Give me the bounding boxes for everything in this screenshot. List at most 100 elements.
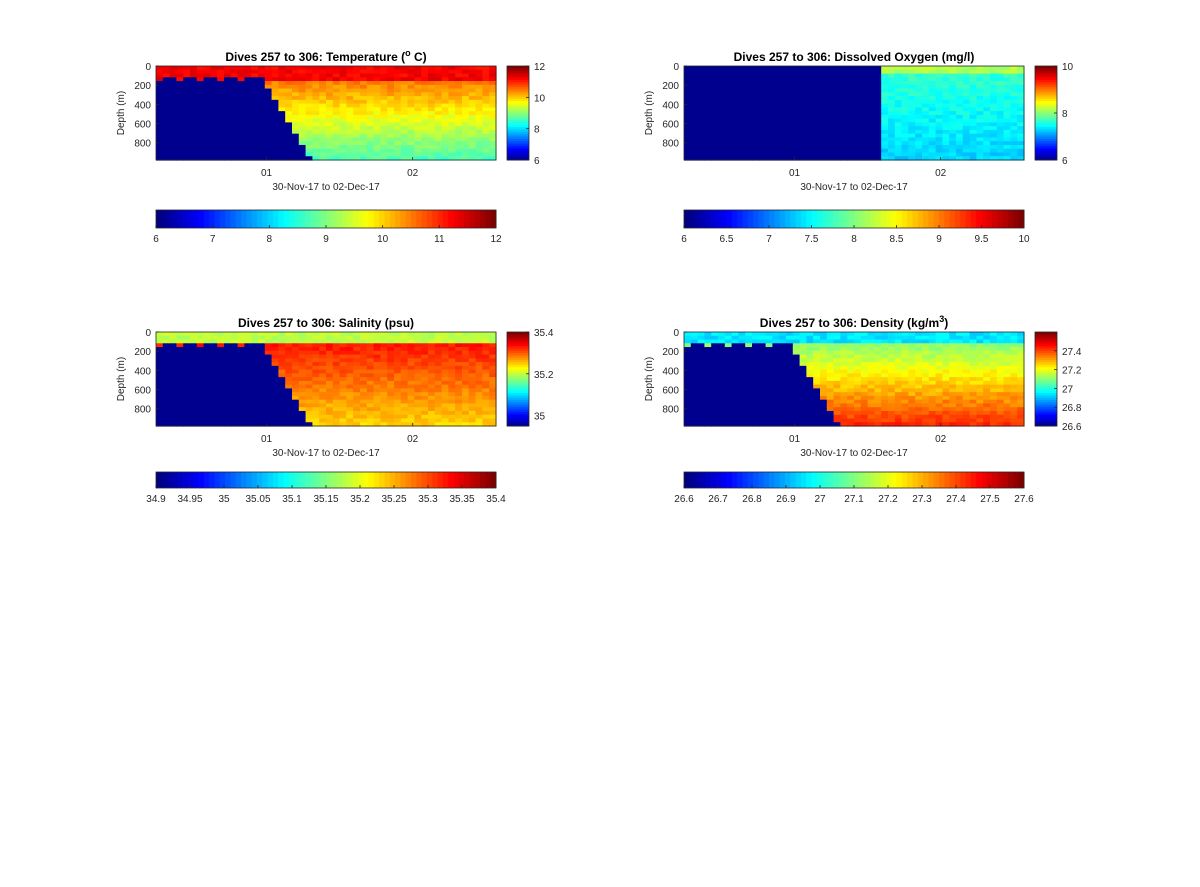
heatmap-cell — [400, 122, 409, 127]
heatmap-cell — [339, 418, 347, 423]
heatmap-cell — [224, 392, 232, 397]
heatmap-cell — [380, 129, 388, 135]
heatmap-cell — [298, 107, 307, 112]
heatmap-cell — [319, 81, 327, 86]
heatmap-cell — [833, 335, 841, 341]
heatmap-cell — [772, 114, 780, 120]
heatmap-cell — [806, 152, 814, 157]
heatmap-cell — [881, 358, 889, 363]
heatmap-cell — [779, 373, 787, 378]
heatmap-cell — [312, 152, 320, 157]
heatmap-cell — [462, 362, 470, 367]
heatmap-cell — [860, 407, 869, 412]
heatmap-cell — [319, 358, 327, 363]
heatmap-cell — [860, 99, 869, 105]
heatmap-cell — [251, 122, 259, 127]
heatmap-cell — [434, 347, 443, 352]
heatmap-cell — [826, 399, 835, 405]
heatmap-cell — [224, 350, 232, 356]
heatmap-cell — [813, 66, 821, 71]
heatmap-cell — [874, 343, 882, 348]
heatmap-cell — [387, 414, 395, 420]
heatmap-cell — [237, 335, 245, 341]
heatmap-cell — [203, 335, 211, 341]
heatmap-cell — [162, 365, 171, 371]
heatmap-cell — [373, 418, 381, 423]
heatmap-cell — [339, 388, 347, 393]
heatmap-cell — [704, 77, 712, 82]
heatmap-cell — [758, 392, 767, 397]
heatmap-cell — [176, 103, 184, 108]
heatmap-cell — [475, 377, 483, 382]
heatmap-cell — [332, 81, 341, 86]
heatmap-cell — [745, 66, 753, 71]
heatmap-cell — [942, 118, 950, 123]
heatmap-cell — [305, 343, 313, 348]
heatmap-cell — [847, 410, 855, 416]
heatmap-cell — [915, 118, 923, 123]
heatmap-cell — [840, 69, 848, 75]
heatmap-cell — [752, 69, 760, 75]
heatmap-cell — [738, 118, 746, 123]
heatmap-cell — [319, 347, 327, 352]
heatmap-cell — [874, 339, 882, 344]
heatmap-cell — [462, 99, 470, 105]
heatmap-cell — [990, 137, 998, 142]
heatmap-cell — [414, 362, 422, 367]
heatmap-cell — [738, 107, 746, 112]
heatmap-cell — [860, 384, 869, 389]
heatmap-cell — [745, 118, 753, 123]
heatmap-cell — [935, 96, 943, 101]
heatmap-cell — [346, 365, 354, 371]
heatmap-cell — [407, 148, 415, 154]
heatmap-cell — [217, 96, 225, 101]
heatmap-cell — [455, 122, 463, 127]
heatmap-cell — [441, 73, 449, 78]
heatmap-cell — [387, 392, 395, 397]
heatmap-cell — [956, 92, 964, 97]
heatmap-cell — [475, 81, 483, 86]
heatmap-cell — [230, 77, 239, 82]
heatmap-cell — [908, 77, 916, 82]
bottom-colorbar-segment — [241, 472, 247, 488]
bottom-colorbar-segment — [699, 210, 706, 228]
heatmap-cell — [428, 111, 436, 116]
heatmap-cell — [441, 69, 449, 75]
heatmap-cell — [704, 350, 712, 356]
heatmap-cell — [833, 129, 841, 135]
heatmap-cell — [894, 152, 903, 157]
heatmap-cell — [156, 335, 164, 341]
heatmap-cell — [190, 369, 198, 374]
heatmap-cell — [724, 377, 733, 382]
heatmap-cell — [690, 362, 699, 367]
heatmap-cell — [434, 418, 443, 423]
heatmap-cell — [251, 141, 259, 146]
side-colorbar-label: 12 — [534, 62, 546, 73]
heatmap-cell — [908, 92, 916, 97]
heatmap-cell — [792, 103, 801, 108]
heatmap-cell — [169, 114, 177, 120]
y-tick-label: 200 — [662, 81, 679, 92]
heatmap-cell — [690, 69, 699, 75]
heatmap-cell — [731, 384, 739, 389]
heatmap-cell — [271, 122, 279, 127]
heatmap-cell — [1003, 122, 1011, 127]
heatmap-cell — [360, 69, 368, 75]
heatmap-cell — [230, 66, 239, 71]
heatmap-cell — [799, 73, 807, 78]
bottom-colorbar-segment — [379, 472, 385, 488]
heatmap-cell — [704, 358, 712, 363]
heatmap-cell — [697, 73, 705, 78]
bottom-colorbar-segment — [689, 210, 696, 228]
heatmap-cell — [901, 118, 909, 123]
heatmap-cell — [820, 403, 828, 408]
heatmap-cell — [332, 96, 341, 101]
heatmap-cell — [901, 103, 909, 108]
x-tick-label: 01 — [789, 168, 801, 179]
heatmap-cell — [1003, 137, 1011, 142]
heatmap-cell — [366, 133, 375, 139]
heatmap-cell — [455, 358, 463, 363]
side-colorbar-segment — [507, 98, 529, 102]
heatmap-cell — [285, 403, 293, 408]
heatmap-cell — [704, 84, 712, 90]
